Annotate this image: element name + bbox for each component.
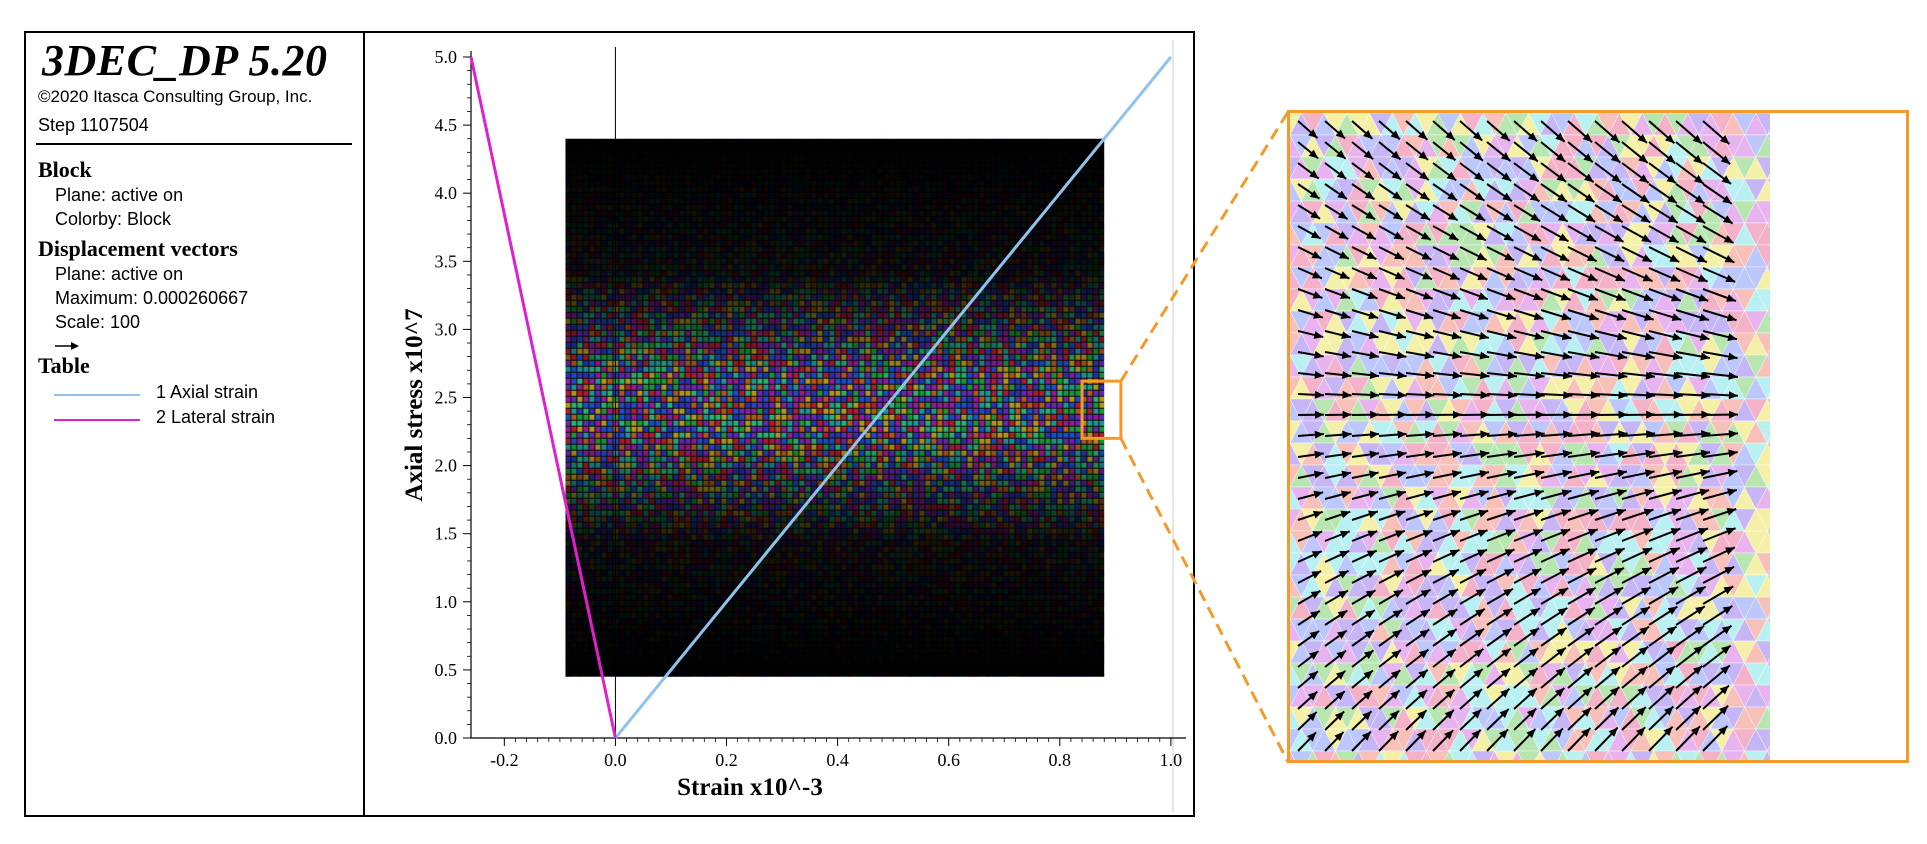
y-tick-label: 3.0 <box>435 319 458 339</box>
legend-label-lateral: 2 Lateral strain <box>156 407 276 427</box>
displacement-heading: Displacement vectors <box>38 236 238 261</box>
x-tick-label: -0.2 <box>490 750 519 770</box>
x-tick-label: 0.6 <box>937 750 960 770</box>
y-tick-label: 5.0 <box>435 47 458 67</box>
displacement-arrows <box>1297 120 1739 752</box>
y-tick-label: 0.5 <box>435 660 458 680</box>
table-heading: Table <box>38 353 90 378</box>
x-tick-label: 0.4 <box>826 750 849 770</box>
mesh-edge-blank <box>1770 113 1906 760</box>
y-tick-label: 4.5 <box>435 115 458 135</box>
x-tick-label: 0.0 <box>604 750 627 770</box>
x-tick-label: 0.8 <box>1049 750 1072 770</box>
legend-swatch-axial <box>54 394 140 396</box>
chart-axes: -0.2 0.0 0.2 0.4 0.6 0.8 1.00.00.51.01.52.02.5… <box>435 47 1186 770</box>
block-heading: Block <box>38 157 92 182</box>
legend-panel: 3DEC_DP 5.20 ©2020 Itasca Consulting Gro… <box>24 31 365 817</box>
zoom-inset-detail <box>1290 113 1906 760</box>
app-title: 3DEC_DP 5.20 <box>42 36 328 85</box>
model-shading <box>565 138 1105 677</box>
x-tick-label: 0.2 <box>715 750 738 770</box>
step-text: Step 1107504 <box>38 115 149 135</box>
y-axis-label: Axial stress x10^7 <box>401 308 428 501</box>
y-tick-label: 2.0 <box>435 456 458 476</box>
arrow-right-icon <box>55 342 79 350</box>
y-tick-label: 4.0 <box>435 183 458 203</box>
displacement-scale: Scale: 100 <box>55 312 141 332</box>
displacement-plane: Plane: active on <box>55 264 184 284</box>
block-model <box>565 138 1105 677</box>
block-plane: Plane: active on <box>55 185 184 205</box>
copyright-text: ©2020 Itasca Consulting Group, Inc. <box>38 87 313 106</box>
y-tick-label: 0.0 <box>435 728 458 748</box>
displacement-maximum: Maximum: 0.000260667 <box>55 288 249 308</box>
x-axis-label: Strain x10^-3 <box>677 774 823 801</box>
y-tick-label: 3.5 <box>435 251 458 271</box>
series-line <box>614 56 1173 739</box>
legend-swatch-lateral <box>54 419 140 421</box>
y-tick-label: 2.5 <box>435 388 458 408</box>
y-tick-label: 1.5 <box>435 524 458 544</box>
figure-frame <box>24 31 1195 817</box>
block-colorby: Colorby: Block <box>55 209 172 229</box>
legend-label-axial: 1 Axial strain <box>156 382 259 402</box>
zoom-window-rect <box>1080 379 1123 440</box>
zoom-inset <box>1287 110 1909 763</box>
legend-divider <box>36 143 352 145</box>
chart-series <box>469 56 1173 739</box>
series-line <box>469 56 617 739</box>
zoom-window-marker <box>1080 379 1123 440</box>
y-tick-label: 1.0 <box>435 592 458 612</box>
